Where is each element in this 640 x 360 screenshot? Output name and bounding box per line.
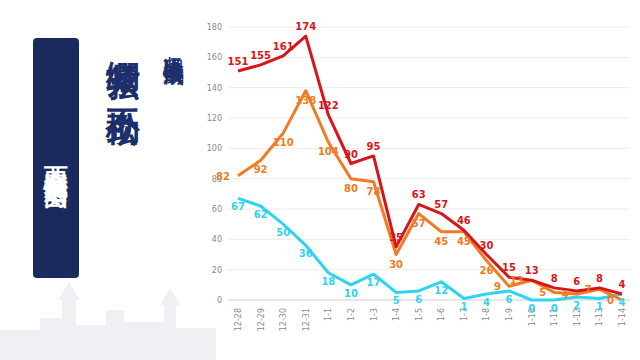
x-tick-label: 1-4 (392, 308, 401, 321)
data-label: 82 (216, 171, 230, 182)
x-tick-label: 12-28 (234, 308, 243, 331)
subtitle: 绷紧弦 不松劲 (100, 34, 146, 88)
data-label: 1 (460, 301, 467, 312)
data-label: 5 (539, 287, 546, 298)
data-label: 2 (573, 300, 580, 311)
y-tick-label: 20 (212, 266, 222, 275)
grid-line (228, 27, 630, 28)
data-label: 151 (228, 56, 249, 67)
y-tick-label: 180 (207, 23, 222, 32)
data-label: 35 (389, 232, 403, 243)
data-label: 6 (415, 294, 422, 305)
grid-line (228, 57, 630, 58)
data-label: 155 (250, 50, 271, 61)
data-label: 13 (510, 275, 524, 286)
data-label: 67 (231, 201, 245, 212)
data-label: 92 (254, 164, 268, 175)
x-tick-label: 1-8 (482, 308, 491, 321)
y-tick-label: 0 (217, 296, 222, 305)
data-label: 95 (367, 141, 381, 152)
data-label: 45 (434, 236, 448, 247)
x-tick-label: 12-30 (279, 308, 288, 331)
x-tick-label: 1-14 (618, 308, 627, 326)
data-label: 4 (562, 289, 569, 300)
grid-line (228, 239, 630, 240)
x-tick-label: 12-29 (257, 308, 266, 331)
grid-line (228, 269, 630, 270)
x-tick-label: 1-5 (415, 308, 424, 321)
data-label: 174 (295, 21, 316, 32)
lines (238, 36, 622, 300)
grid-line (228, 118, 630, 119)
data-label: 10 (344, 288, 358, 299)
data-label: 15 (502, 262, 516, 273)
data-label: 63 (412, 189, 426, 200)
line (238, 36, 622, 294)
data-label: 46 (457, 215, 471, 226)
x-tick-label: 1-6 (437, 308, 446, 321)
x-tick-label: 12-31 (302, 308, 311, 331)
title: 西安疫情趋势图 (33, 38, 79, 278)
y-tick-label: 140 (207, 84, 222, 93)
data-label: 50 (276, 227, 290, 238)
data-label: 13 (525, 265, 539, 276)
chart: 02040608010012014016018012-2812-2912-301… (0, 0, 640, 360)
data-label: 80 (344, 183, 358, 194)
grid-line (228, 300, 630, 301)
data-label: 110 (273, 137, 294, 148)
data-label: 62 (254, 209, 268, 220)
data-labels: 1511551611741229095356357463015138684829… (216, 21, 625, 314)
data-label: 104 (318, 146, 339, 157)
y-tick-label: 100 (207, 144, 222, 153)
data-label: 57 (434, 199, 448, 210)
data-label: 7 (584, 284, 591, 295)
data-label: 5 (393, 295, 400, 306)
y-tick-label: 40 (212, 235, 222, 244)
data-label: 4 (619, 297, 626, 308)
x-axis: 12-28 12-29 12-30 12-31 1-1 1-2 1-3 1-4 1-5 1-6 1-… (234, 308, 627, 331)
data-label: 17 (367, 277, 381, 288)
grid-line (228, 87, 630, 88)
data-label: 30 (389, 259, 403, 270)
data-label: 161 (273, 41, 294, 52)
x-tick-label: 1-2 (347, 308, 356, 321)
line (238, 198, 622, 300)
data-label: 122 (318, 100, 339, 111)
line (238, 91, 622, 300)
data-label: 9 (494, 281, 501, 292)
data-label: 57 (412, 218, 426, 229)
y-tick-label: 120 (207, 114, 222, 123)
data-label: 138 (295, 95, 316, 106)
y-tick-label: 160 (207, 53, 222, 62)
data-label: 36 (299, 248, 313, 259)
data-label: 12 (434, 285, 448, 296)
data-label: 8 (596, 273, 603, 284)
data-label: 26 (480, 265, 494, 276)
data-label: 45 (457, 236, 471, 247)
y-axis: 020406080100120140160180 (207, 23, 630, 305)
grid-line (228, 178, 630, 179)
data-label: 30 (480, 240, 494, 251)
data-label: 8 (551, 273, 558, 284)
y-tick-label: 60 (212, 205, 222, 214)
data-label: 18 (321, 276, 335, 287)
x-tick-label: 1-9 (505, 308, 514, 321)
annotation: 坚决巩固抗击疫情成果 (160, 40, 188, 50)
data-label: 0 (551, 303, 558, 314)
x-tick-label: 1-1 (324, 308, 333, 321)
data-label: 78 (367, 186, 381, 197)
data-label: 6 (573, 276, 580, 287)
skyline (0, 282, 216, 360)
data-label: 90 (344, 149, 358, 160)
data-label: 4 (619, 279, 626, 290)
data-label: 0 (607, 295, 614, 306)
data-label: 6 (506, 294, 513, 305)
x-tick-label: 1-3 (370, 308, 379, 321)
data-label: 4 (483, 297, 490, 308)
data-label: 1 (596, 301, 603, 312)
data-label: 0 (528, 303, 535, 314)
